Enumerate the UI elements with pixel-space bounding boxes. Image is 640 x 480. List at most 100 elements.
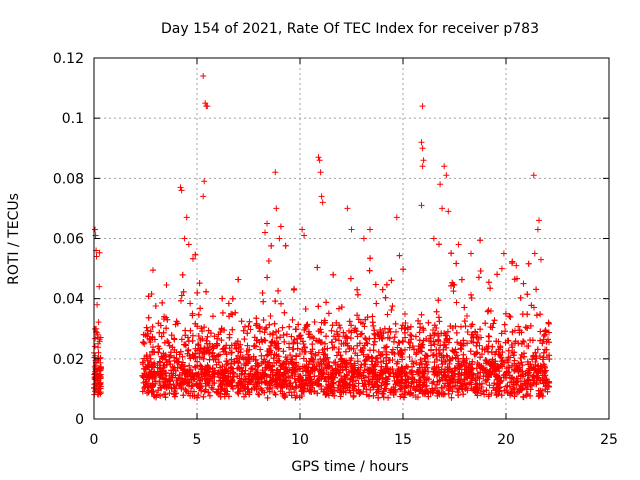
data-point [412,333,419,340]
data-point [510,352,517,359]
data-point [385,394,392,401]
data-point [417,347,424,354]
data-point [289,372,296,379]
data-point [219,295,226,302]
data-point [448,282,454,289]
data-point [91,343,98,350]
data-point [357,390,364,396]
data-point [210,344,217,350]
data-point [527,337,534,344]
data-point [407,323,414,330]
data-point [336,305,342,312]
data-point [144,364,151,371]
data-point [490,320,497,327]
data-point [468,361,475,368]
data-point [315,349,322,356]
data-point [189,376,195,383]
data-point [354,358,361,365]
data-point [458,276,465,283]
data-point [140,331,147,338]
data-point [305,361,312,368]
data-point [347,335,354,342]
data-point [504,389,511,396]
data-point [412,394,419,400]
data-point [141,384,148,391]
data-point [399,354,406,360]
data-point [546,329,552,336]
data-point [140,374,147,381]
data-point [242,367,249,374]
data-point [546,356,553,363]
data-point [217,364,224,371]
data-point [515,360,522,367]
data-point [196,384,203,391]
data-point [96,249,103,256]
data-point [460,391,467,398]
data-point [240,376,247,383]
data-point [241,336,248,343]
data-point [383,343,390,350]
data-point [259,290,266,296]
data-point [398,364,405,371]
data-point [464,329,471,335]
data-point [277,223,284,230]
data-point [195,341,202,348]
data-point [217,329,224,335]
data-point [323,299,330,306]
data-point [252,356,259,363]
data-point [281,370,288,377]
data-point [181,378,188,384]
data-point [300,341,307,347]
data-point [294,345,301,352]
data-point [453,260,460,267]
data-point [468,323,475,330]
data-point [451,282,458,288]
data-point [169,344,176,351]
data-point [246,318,253,325]
data-point [181,341,187,348]
data-point [443,352,450,359]
data-point [162,391,169,398]
data-point [458,323,464,330]
data-point [341,359,348,365]
data-point [277,366,284,373]
data-point [97,383,104,390]
data-point [378,363,385,370]
data-point [219,309,226,316]
data-point [168,332,175,339]
data-point [470,386,477,393]
data-point [453,349,459,356]
data-point [218,337,225,344]
data-point [416,337,423,344]
data-point [279,324,286,331]
data-point [340,340,347,347]
data-point [97,334,104,341]
data-point [233,355,240,362]
data-point [342,363,349,370]
data-point [359,347,366,354]
data-point [395,339,402,346]
data-point [511,357,518,364]
data-point [540,361,547,368]
data-point [189,332,196,339]
data-point [472,383,479,390]
data-point [269,338,276,345]
data-point [348,329,355,336]
data-point [381,344,388,351]
data-point [461,318,468,325]
data-point [322,319,329,326]
data-point [267,313,274,319]
data-point [429,352,436,359]
data-point [258,352,265,359]
data-point [505,347,512,354]
data-point [409,343,416,349]
data-point [244,342,251,349]
data-point [260,317,267,323]
data-point [543,338,550,345]
data-point [379,391,386,397]
data-point [361,323,368,330]
data-point [535,374,542,381]
data-point [469,375,476,382]
data-point [523,386,530,393]
data-point [363,356,370,363]
